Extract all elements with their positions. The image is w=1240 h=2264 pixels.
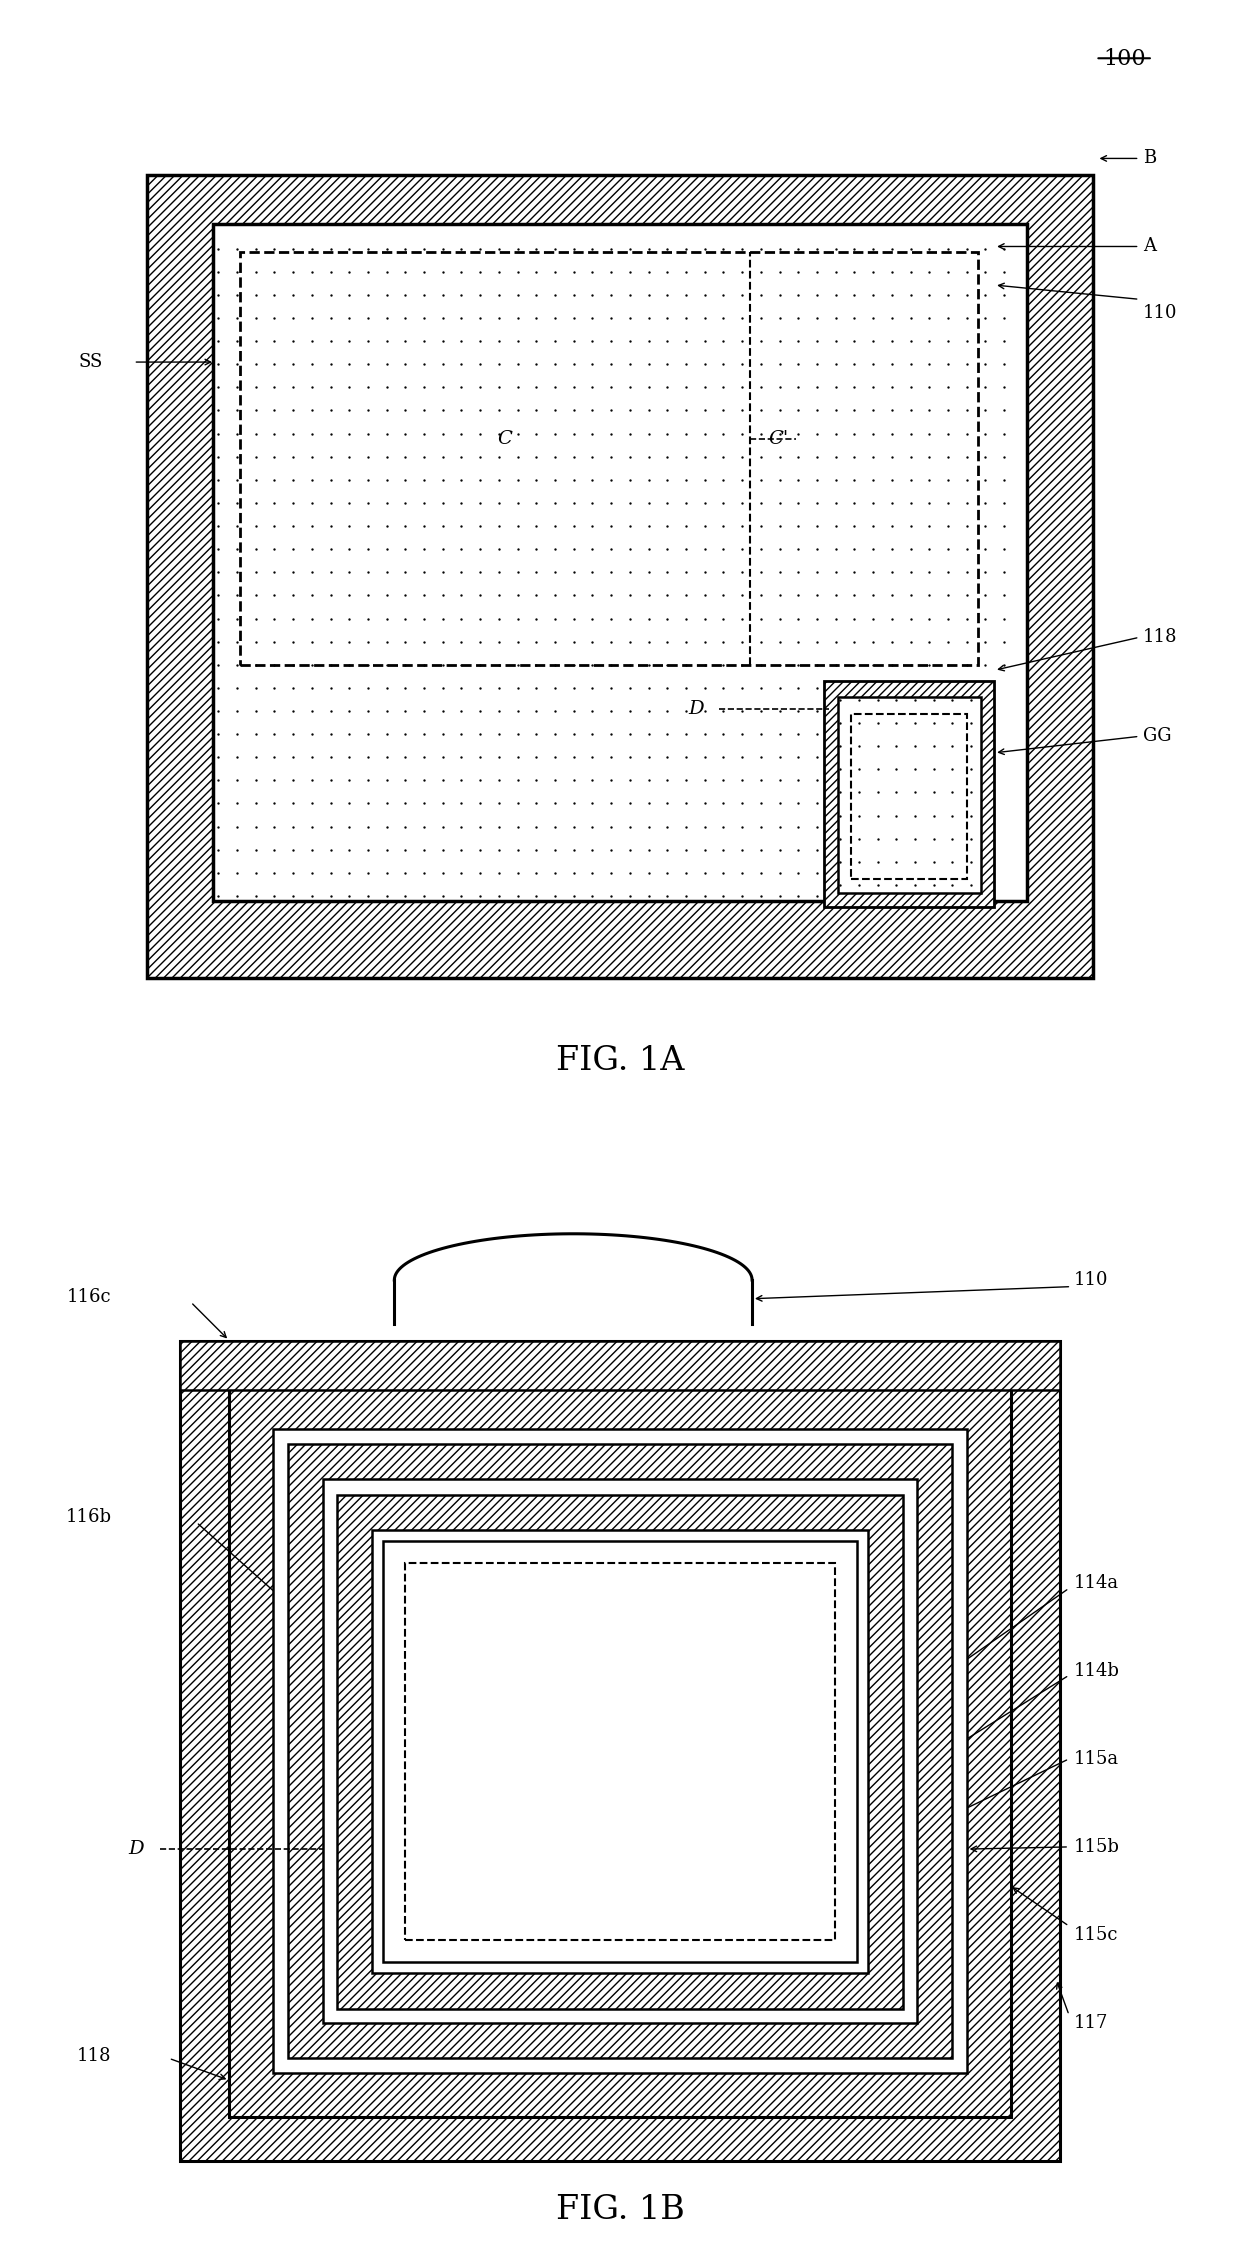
Text: 110: 110 bbox=[1074, 1270, 1109, 1288]
Text: 118: 118 bbox=[1143, 627, 1177, 645]
Bar bbox=[288, 1444, 952, 2058]
Bar bbox=[405, 1562, 835, 1940]
Bar bbox=[337, 1494, 903, 2008]
Bar bbox=[229, 1386, 1011, 2117]
Bar bbox=[241, 251, 978, 666]
Bar bbox=[383, 1542, 857, 1963]
Bar bbox=[851, 715, 967, 878]
Text: 100: 100 bbox=[1102, 48, 1146, 70]
Bar bbox=[180, 1340, 1060, 1390]
Bar bbox=[180, 1340, 1060, 1390]
Text: A: A bbox=[1143, 238, 1156, 256]
Text: FIG. 1A: FIG. 1A bbox=[556, 1046, 684, 1078]
Bar bbox=[838, 697, 981, 892]
Bar bbox=[180, 1340, 1060, 2160]
Bar bbox=[146, 174, 1094, 978]
Bar bbox=[322, 1478, 918, 2024]
Text: 118: 118 bbox=[77, 2047, 112, 2065]
Text: 115c: 115c bbox=[1074, 1927, 1118, 1945]
Text: C': C' bbox=[769, 430, 789, 448]
Text: D': D' bbox=[464, 1827, 485, 1845]
Text: 110: 110 bbox=[1143, 303, 1177, 321]
Text: GG: GG bbox=[1143, 727, 1172, 745]
Bar bbox=[337, 1494, 903, 2008]
Text: 115b: 115b bbox=[1074, 1838, 1120, 1856]
Text: C: C bbox=[497, 430, 512, 448]
Bar bbox=[273, 1429, 967, 2072]
Bar bbox=[823, 681, 994, 908]
Text: D: D bbox=[128, 1841, 144, 1859]
Text: 117: 117 bbox=[1074, 2015, 1107, 2033]
Text: 116c: 116c bbox=[67, 1288, 112, 1306]
Text: D': D' bbox=[869, 715, 888, 734]
Text: SS: SS bbox=[78, 353, 103, 371]
Bar bbox=[229, 1386, 1011, 2117]
Text: B: B bbox=[1143, 149, 1156, 168]
Text: 114a: 114a bbox=[1074, 1573, 1118, 1592]
Text: D: D bbox=[688, 700, 703, 718]
Text: FIG. 1B: FIG. 1B bbox=[556, 2194, 684, 2226]
Text: 115a: 115a bbox=[1074, 1750, 1118, 1768]
Text: 116b: 116b bbox=[66, 1508, 112, 1526]
Text: 114b: 114b bbox=[1074, 1662, 1120, 1680]
Bar bbox=[288, 1444, 952, 2058]
Bar bbox=[213, 224, 1027, 901]
Bar bbox=[372, 1530, 868, 1974]
